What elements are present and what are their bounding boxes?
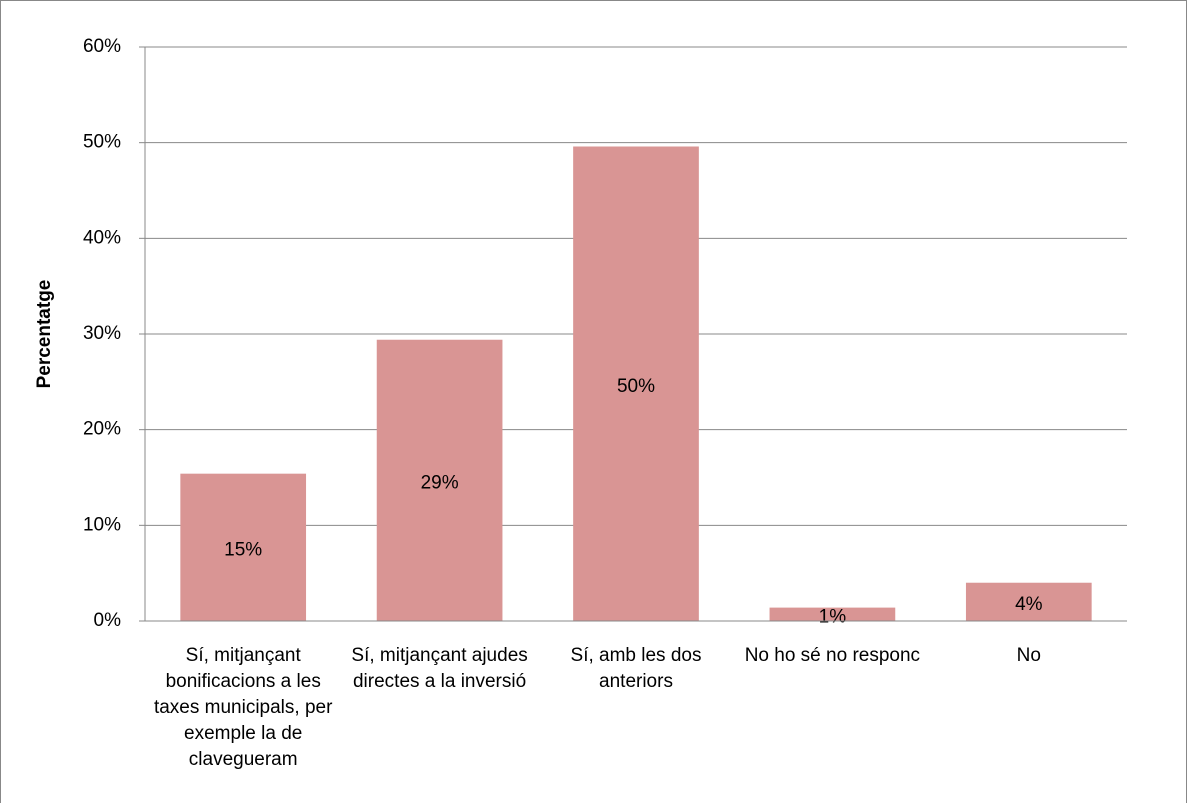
y-tick-label: 40% [83,227,121,248]
bar [376,339,503,621]
x-tick-label: Sí, mitjançant ajudes directes a la inve… [351,645,528,692]
bar [180,473,307,621]
x-tick-label: No [1016,645,1041,666]
bar [965,582,1092,621]
value-label: 50% [617,376,655,397]
y-tick-label: 10% [83,514,121,535]
y-tick-label: 20% [83,419,121,440]
x-tick-label: Sí, mitjançant bonificacions a les taxes… [153,645,333,770]
y-tick-label: 50% [83,132,121,153]
y-tick-label: 60% [83,36,121,57]
value-label: 29% [421,472,459,493]
x-tick-label: Sí, amb les dos anteriors [570,645,702,692]
y-axis-title: Percentatge [34,280,55,389]
bar [573,146,699,621]
y-tick-label: 0% [94,610,122,631]
bar [769,607,896,621]
x-tick-label: No ho sé no responc [744,645,921,666]
value-label: 1% [819,606,847,627]
y-tick-label: 30% [83,323,121,344]
value-label: 15% [224,539,262,560]
value-label: 4% [1015,594,1043,615]
